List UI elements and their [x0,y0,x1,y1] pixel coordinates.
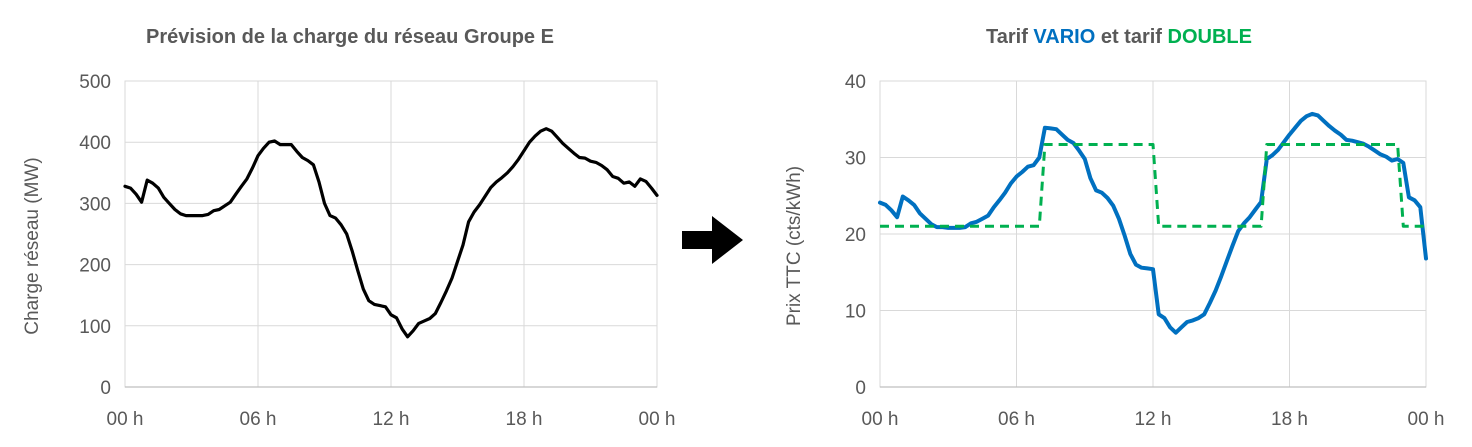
title-part-vario: VARIO [1033,26,1095,48]
tariff-ytick-label: 40 [845,72,866,93]
load-xtick-label: 06 h [240,409,277,430]
tariff-ytick-label: 10 [845,302,866,323]
load-forecast-chart: Prévision de la charge du réseau Groupe … [22,26,675,430]
title-part-tarif: Tarif [986,26,1033,48]
right-arrow-icon [682,216,743,264]
tariff-chart-gridlines [879,80,1427,388]
load-series-line [123,127,659,339]
load-chart-tick-labels: 0 100 200 300 400 500 00 h 06 h 12 h 18 h 00 h [79,72,675,430]
tariff-chart-tick-labels: 0 10 20 30 40 00 h 06 h 12 h 18 h 00 h [845,72,1445,430]
load-chart-series [123,127,659,339]
tariff-chart-ylabel: Prix TTC (cts/kWh) [784,166,805,326]
load-ytick-label: 300 [79,194,111,215]
tariff-xtick-label: 06 h [998,409,1035,430]
tariff-chart: Tarif VARIO et tarif DOUBLE Prix TTC (ct… [784,26,1444,430]
load-ytick-label: 0 [100,378,111,399]
load-chart-title: Prévision de la charge du réseau Groupe … [146,26,554,48]
tariff-xtick-label: 00 h [1408,409,1445,430]
load-xtick-label: 18 h [506,409,543,430]
load-ytick-label: 500 [79,72,111,93]
load-xtick-label: 00 h [639,409,676,430]
load-ytick-label: 400 [79,133,111,154]
tariff-chart-title: Tarif VARIO et tarif DOUBLE [986,26,1252,48]
load-chart-ylabel: Charge réseau (MW) [22,157,43,334]
load-ytick-label: 200 [79,256,111,277]
load-xtick-label: 00 h [107,409,144,430]
load-xtick-label: 12 h [373,409,410,430]
title-part-et-tarif: et tarif [1095,26,1167,48]
tariff-ytick-label: 20 [845,225,866,246]
tariff-ytick-label: 30 [845,149,866,170]
tariff-xtick-label: 00 h [862,409,899,430]
tariff-ytick-label: 0 [855,378,866,399]
tariff-xtick-label: 12 h [1135,409,1172,430]
tariff-xtick-label: 18 h [1271,409,1308,430]
load-ytick-label: 100 [79,317,111,338]
load-chart-gridlines [124,80,658,388]
tariff-chart-series [878,111,1428,335]
double-tariff-line [880,143,1426,228]
vario-tariff-line [878,111,1428,335]
title-part-double: DOUBLE [1168,26,1252,48]
